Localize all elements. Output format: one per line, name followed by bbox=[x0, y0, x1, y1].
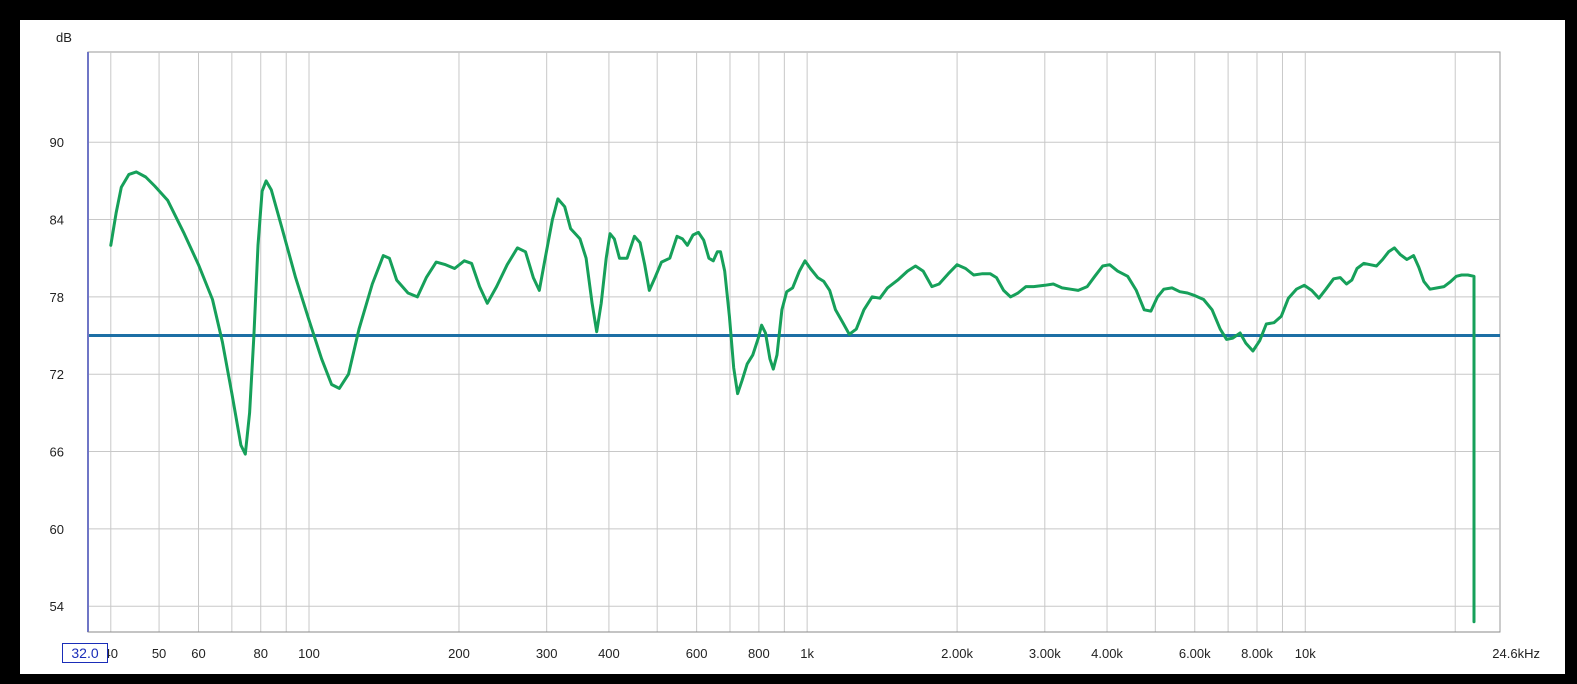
x-tick-label: 200 bbox=[448, 646, 470, 661]
x-tick-label: 3.00k bbox=[1029, 646, 1061, 661]
axes bbox=[87, 52, 1500, 633]
y-tick-label: 84 bbox=[50, 213, 64, 228]
y-tick-label: 60 bbox=[50, 522, 64, 537]
x-tick-label: 800 bbox=[748, 646, 770, 661]
x-tick-label: 80 bbox=[254, 646, 268, 661]
x-tick-label: 600 bbox=[686, 646, 708, 661]
start-frequency-field[interactable]: 32.0 bbox=[62, 643, 108, 663]
x-tick-label: 24.6kHz bbox=[1492, 646, 1540, 661]
y-tick-label: 90 bbox=[50, 135, 64, 150]
grid bbox=[87, 51, 1501, 633]
x-tick-label: 8.00k bbox=[1241, 646, 1273, 661]
y-tick-label: 54 bbox=[50, 599, 64, 614]
plot-area bbox=[87, 51, 1501, 633]
x-tick-label: 10k bbox=[1295, 646, 1316, 661]
x-tick-label: 50 bbox=[152, 646, 166, 661]
x-tick-label: 100 bbox=[298, 646, 320, 661]
x-tick-label: 60 bbox=[191, 646, 205, 661]
y-tick-label: 78 bbox=[50, 290, 64, 305]
y-tick-label: 72 bbox=[50, 367, 64, 382]
y-tick-label: 66 bbox=[50, 445, 64, 460]
response-curve-line bbox=[109, 170, 1476, 624]
x-tick-label: 400 bbox=[598, 646, 620, 661]
x-tick-label: 300 bbox=[536, 646, 558, 661]
x-tick-label: 6.00k bbox=[1179, 646, 1211, 661]
response-curve-series bbox=[109, 170, 1476, 624]
x-tick-label: 2.00k bbox=[941, 646, 973, 661]
x-tick-label: 4.00k bbox=[1091, 646, 1123, 661]
x-tick-label: 1k bbox=[800, 646, 814, 661]
y-axis-unit-label: dB bbox=[56, 30, 72, 45]
chart-panel: 54 60 66 72 78 84 90 40 50 60 80 100 200 300 400 600 800… bbox=[20, 20, 1565, 674]
